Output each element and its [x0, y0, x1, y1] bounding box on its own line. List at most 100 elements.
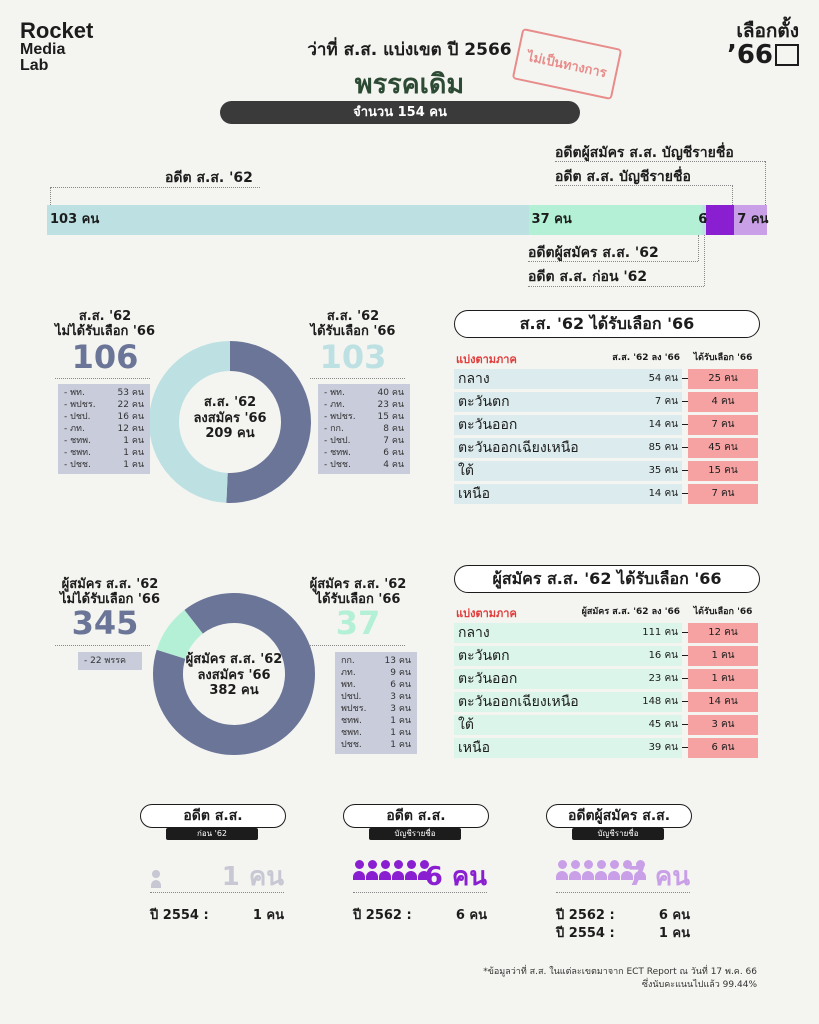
- donut2-center-3: 382 คน: [209, 683, 259, 699]
- list-party: - ภท.: [64, 424, 85, 434]
- donut2-center-1: ผู้สมัคร ส.ส. '62: [185, 652, 283, 667]
- list-row: - ภท. 23 คน: [324, 399, 404, 411]
- table-to: 1 คน: [688, 646, 758, 666]
- list-party: - พท.: [64, 388, 85, 398]
- person-head: [419, 860, 429, 869]
- table-to: 3 คน: [688, 715, 758, 735]
- list-row: - ปชช. 4 คน: [324, 459, 404, 471]
- person-body: [621, 871, 633, 880]
- card-year: ปี 2562 :: [353, 908, 412, 923]
- person-icon: [366, 858, 378, 886]
- person-body: [366, 871, 378, 880]
- list-party: - พปชร.: [64, 400, 96, 410]
- donut1-right-label: ส.ส. '62 ได้รับเลือก '66: [303, 309, 403, 340]
- table-from: 16 คน: [648, 650, 678, 661]
- card-subtitle: ก่อน '62: [166, 828, 258, 840]
- person-icon: [569, 858, 581, 886]
- person-body: [418, 871, 430, 880]
- list-count: 1 คน: [123, 448, 144, 458]
- person-icon: [634, 858, 646, 886]
- donut1-left-label: ส.ส. '62 ไม่ได้รับเลือก '66: [55, 309, 155, 340]
- list-count: 1 คน: [390, 728, 411, 738]
- ballot-box-icon: [775, 44, 799, 67]
- list-count: 1 คน: [390, 740, 411, 750]
- card-subtitle: บัญชีรายชื่อ: [572, 828, 664, 840]
- table-row: ตะวันออก 14 คน 7 คน: [454, 415, 758, 435]
- donut2-right-label-1: ผู้สมัคร ส.ส. '62: [309, 577, 407, 592]
- table-row: ใต้ 35 คน 15 คน: [454, 461, 758, 481]
- table-to: 4 คน: [688, 392, 758, 412]
- table-row: ตะวันออกเฉียงเหนือ 148 คน 14 คน: [454, 692, 758, 712]
- annotation-top-right-2: อดีต ส.ส. บัญชีรายชื่อ: [555, 169, 691, 185]
- donut-slice: [149, 341, 231, 503]
- list-count: 6 คน: [390, 680, 411, 690]
- list-party: - ปชช.: [64, 460, 91, 470]
- person-body: [405, 871, 417, 880]
- person-body: [595, 871, 607, 880]
- list-row: - ชทพ. 6 คน: [324, 447, 404, 459]
- donut2-center: ผู้สมัคร ส.ส. '62 ลงสมัคร '66 382 คน: [182, 652, 286, 699]
- table-row: เหนือ 14 คน 7 คน: [454, 484, 758, 504]
- person-icon: [608, 858, 620, 886]
- person-body: [150, 880, 162, 888]
- table-to: 45 คน: [688, 438, 758, 458]
- table-region: ตะวันออก: [454, 415, 682, 435]
- list-party: ภท.: [341, 668, 356, 678]
- person-head: [570, 860, 580, 869]
- person-head: [354, 860, 364, 869]
- table-from: 111 คน: [642, 627, 678, 638]
- list-count: 8 คน: [383, 424, 404, 434]
- table-row: เหนือ 39 คน 6 คน: [454, 738, 758, 758]
- table-from: 85 คน: [648, 442, 678, 453]
- election-logo: เลือกตั้ง ’66: [726, 21, 799, 70]
- table-to: 7 คน: [688, 415, 758, 435]
- table-from: 45 คน: [648, 719, 678, 730]
- table-to: 12 คน: [688, 623, 758, 643]
- table-region: ตะวันออกเฉียงเหนือ: [454, 692, 682, 712]
- person-head: [380, 860, 390, 869]
- person-icon: [621, 858, 633, 886]
- list-row: ปชป. 3 คน: [341, 691, 411, 703]
- list-row: ชพท. 1 คน: [341, 727, 411, 739]
- person-body: [569, 871, 581, 880]
- list-party: - พท.: [324, 388, 345, 398]
- list-row: ปชช. 1 คน: [341, 739, 411, 751]
- donut2-right-label-2: ได้รับเลือก '66: [315, 591, 401, 607]
- list-count: 4 คน: [383, 460, 404, 470]
- list-count: 1 คน: [123, 436, 144, 446]
- card-divider: [150, 892, 284, 893]
- donut1-center-1: ส.ส. '62: [203, 395, 257, 410]
- table-row: กลาง 54 คน 25 คน: [454, 369, 758, 389]
- donut2-left-label-2: ไม่ได้รับเลือก '66: [59, 591, 160, 607]
- page-title: พรรคเดิม: [354, 69, 465, 100]
- table1-col-region: แบ่งตามภาค: [456, 353, 517, 366]
- annotation-line: [50, 187, 51, 205]
- table-region: ตะวันออก: [454, 669, 682, 689]
- annotation-bottom-1: อดีตผู้สมัคร ส.ส. '62: [528, 245, 659, 261]
- list-party: กก.: [341, 656, 355, 666]
- person-body: [582, 871, 594, 880]
- person-head: [406, 860, 416, 869]
- table-to: 7 คน: [688, 484, 758, 504]
- card-count: 1 คน: [221, 862, 284, 892]
- bar-segment: [47, 205, 529, 235]
- total-pill: จำนวน 154 คน: [220, 101, 580, 124]
- table-region: ตะวันออกเฉียงเหนือ: [454, 438, 682, 458]
- annotation-top-right-1: อดีตผู้สมัคร ส.ส. บัญชีรายชื่อ: [555, 145, 734, 161]
- table-region: ตะวันตก: [454, 646, 682, 666]
- table-row: ตะวันออก 23 คน 1 คน: [454, 669, 758, 689]
- person-icon: [418, 858, 430, 886]
- person-body: [392, 871, 404, 880]
- bar-segment: [734, 205, 767, 235]
- footnote: *ข้อมูลว่าที่ ส.ส. ในแต่ละเขตมาจาก ECT R…: [483, 966, 757, 991]
- list-row: กก. 13 คน: [341, 655, 411, 667]
- list-row: - ปชป. 16 คน: [64, 411, 144, 423]
- election-logo-line-2: ’66: [726, 39, 773, 70]
- list-party: - ปชป.: [324, 436, 351, 446]
- list-party: - กก.: [324, 424, 344, 434]
- list-count: 22 คน: [117, 400, 145, 410]
- list-party: พปชร.: [341, 704, 367, 714]
- donut2-left-label: ผู้สมัคร ส.ส. '62 ไม่ได้รับเลือก '66: [55, 577, 165, 608]
- list-party: ชพท.: [341, 728, 362, 738]
- person-body: [353, 871, 365, 880]
